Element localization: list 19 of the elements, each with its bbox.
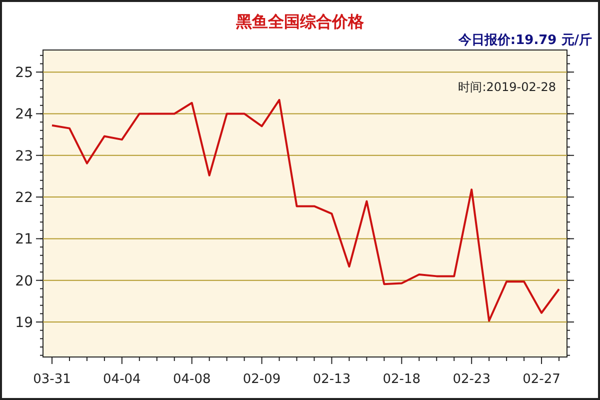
y-tick-label: 23 (15, 148, 33, 164)
y-tick-label: 19 (15, 315, 33, 332)
x-tick-label: 03-31 (33, 372, 71, 387)
y-tick-label: 21 (15, 232, 33, 248)
x-tick-label: 02-18 (382, 372, 421, 387)
x-tick-label: 02-13 (312, 372, 351, 387)
y-tick-label: 22 (15, 190, 33, 206)
x-tick-label: 02-23 (452, 372, 490, 387)
annotation: 时间:2019-02-28 (458, 80, 556, 94)
x-tick-label: 04-04 (103, 372, 141, 387)
chart-title: 黑鱼全国综合价格 (235, 12, 365, 31)
text: 今日报价:19.79 元/斤 (457, 32, 592, 48)
y-tick-label: 24 (15, 106, 34, 123)
x-tick-label: 04-08 (172, 372, 211, 387)
y-tick-label: 25 (15, 65, 33, 82)
y-tick-label: 20 (15, 273, 33, 290)
line-series (51, 98, 560, 322)
x-tick-label: 02-27 (522, 372, 560, 387)
x-tick-label: 02-09 (242, 372, 281, 387)
